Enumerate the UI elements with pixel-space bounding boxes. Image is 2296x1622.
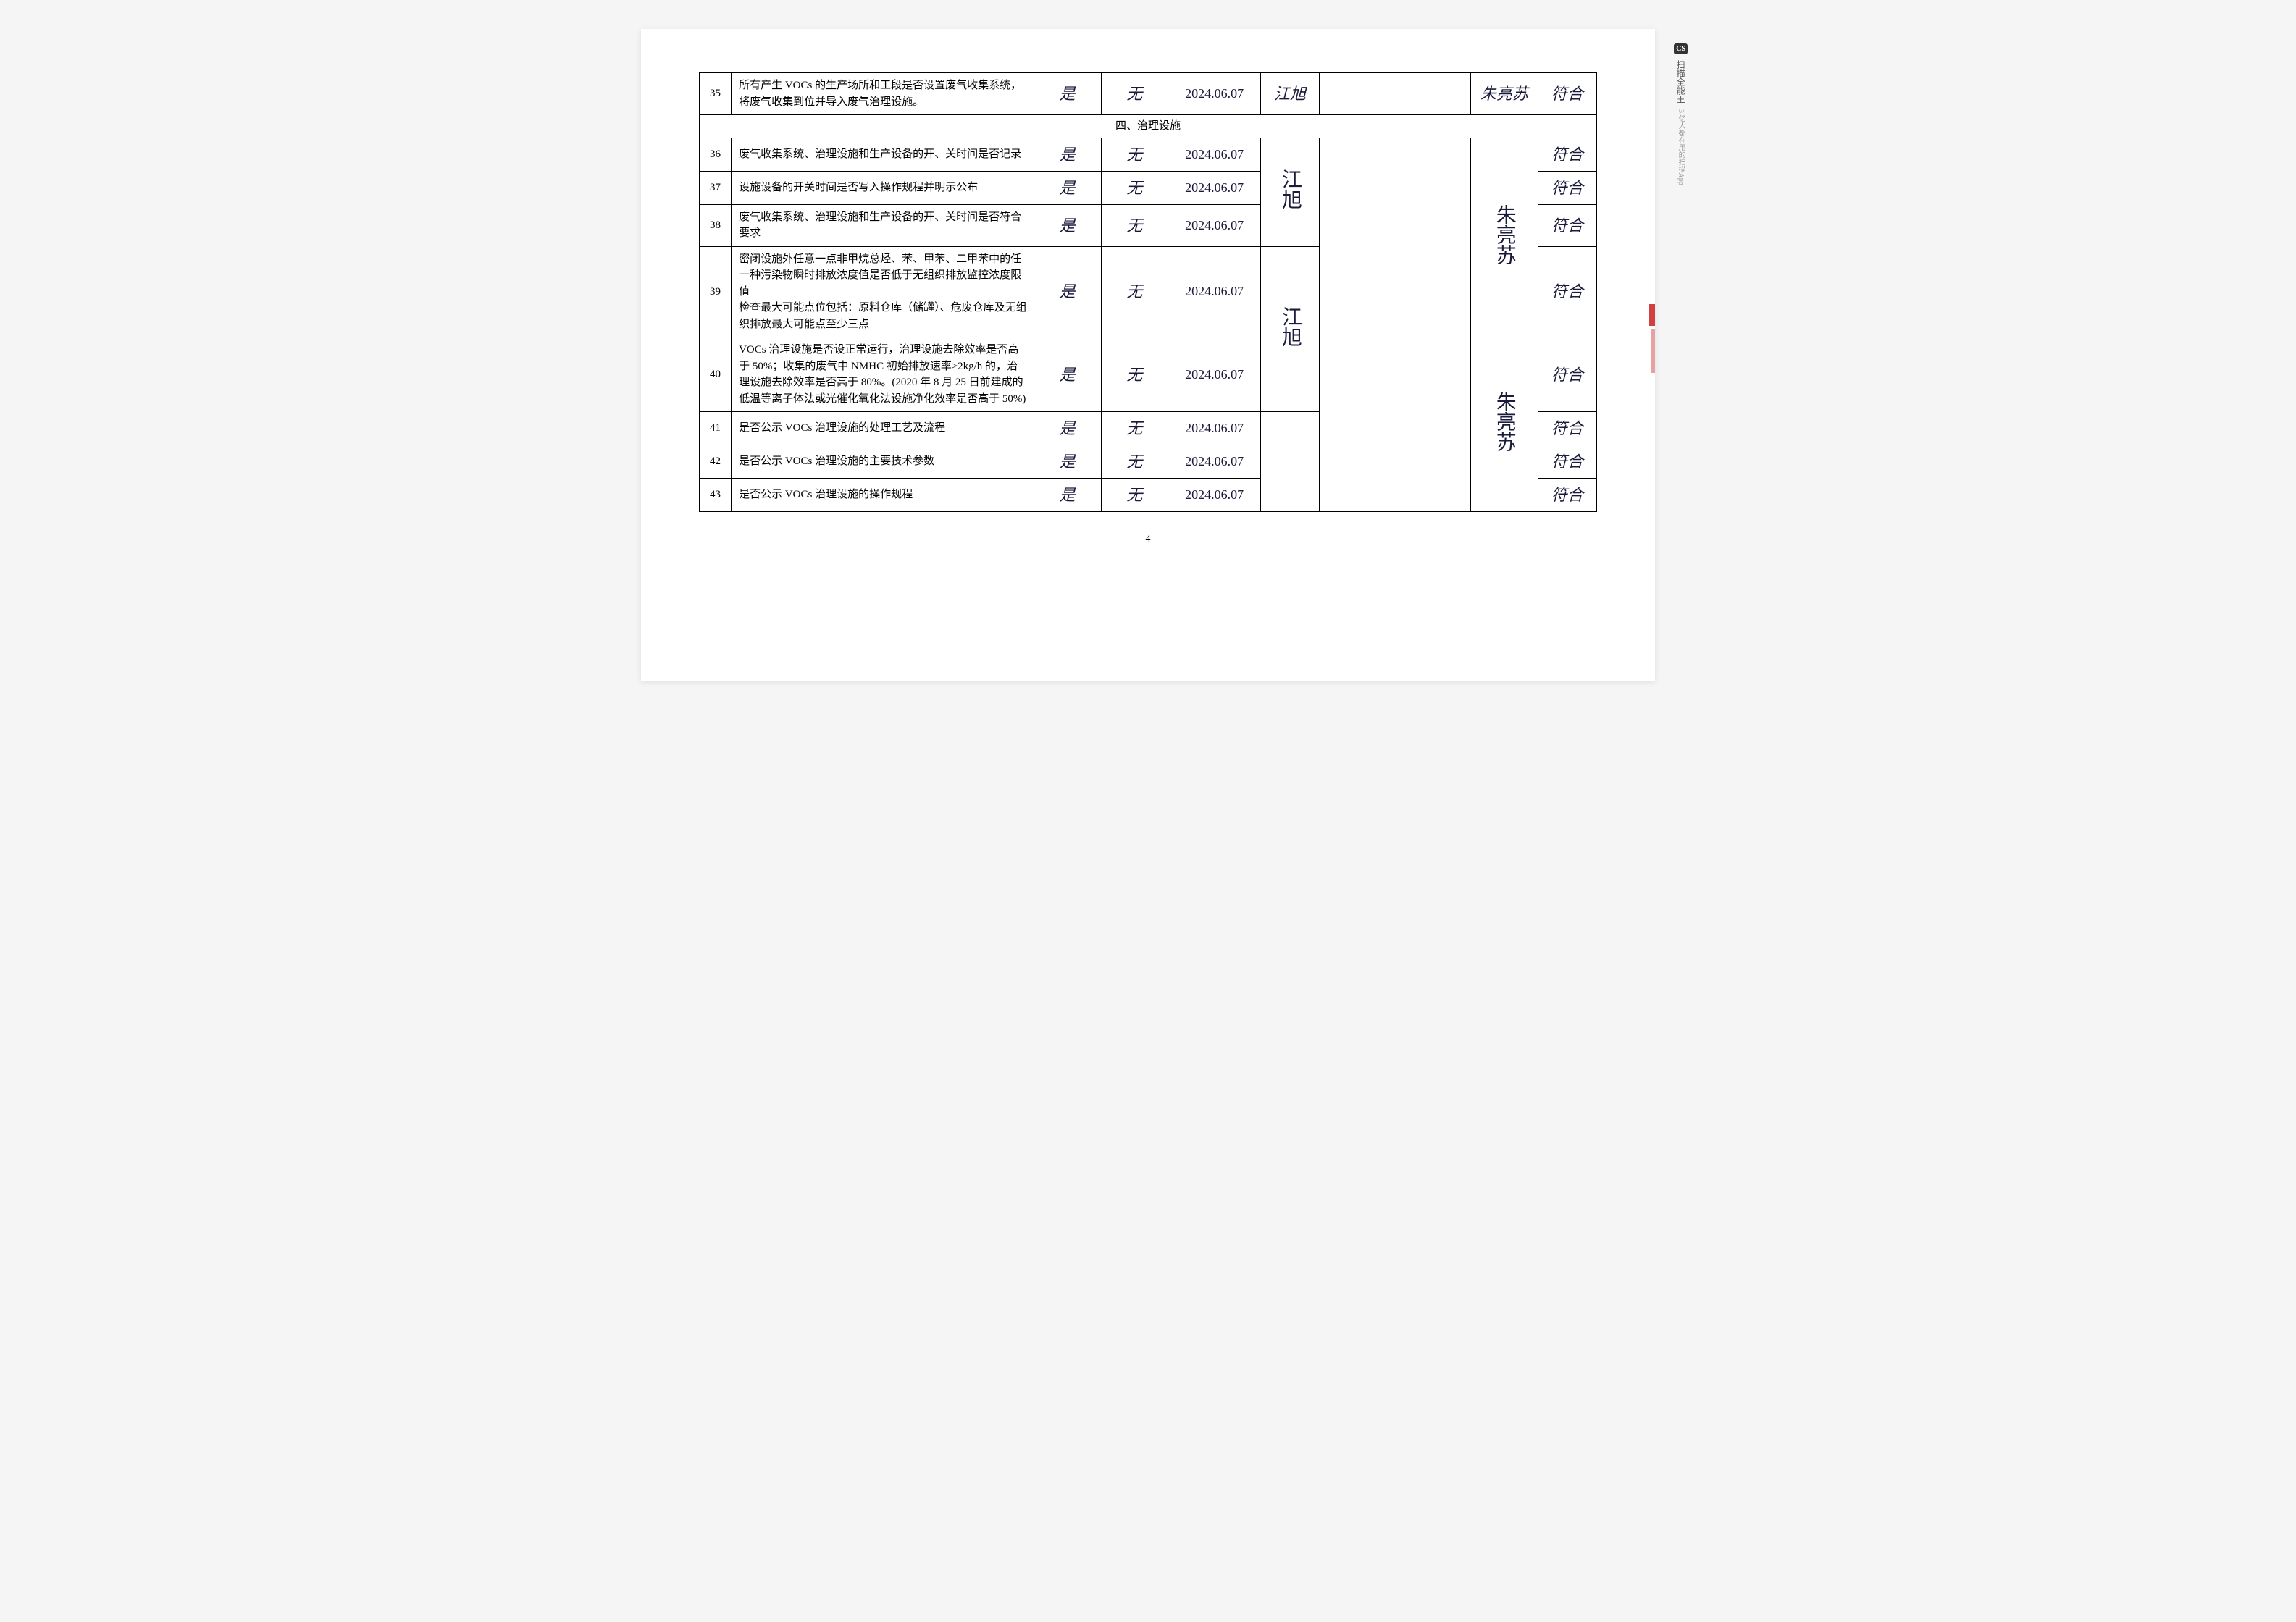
- row-number: 40: [700, 337, 732, 412]
- signature-1: 江旭: [1280, 169, 1300, 209]
- red-edge-mark-2: [1651, 329, 1655, 373]
- check-value: 是: [1060, 486, 1076, 504]
- row-number: 36: [700, 138, 732, 171]
- row-description: 是否公示 VOCs 治理设施的处理工艺及流程: [732, 412, 1034, 445]
- result-value: 无: [1126, 179, 1142, 197]
- final-value: 符合: [1551, 453, 1583, 471]
- row-description: 密闭设施外任意一点非甲烷总烃、苯、甲苯、二甲苯中的任一种污染物瞬时排放浓度值是否…: [732, 246, 1034, 337]
- red-edge-mark: [1649, 304, 1655, 326]
- row-number: 42: [700, 445, 732, 479]
- watermark-logo: CS: [1674, 43, 1688, 54]
- row-description: 是否公示 VOCs 治理设施的主要技术参数: [732, 445, 1034, 479]
- row-description: 所有产生 VOCs 的生产场所和工段是否设置废气收集系统，将废气收集到位并导入废…: [732, 73, 1034, 115]
- result-value: 无: [1126, 419, 1142, 437]
- check-value: 是: [1060, 366, 1076, 384]
- blank-cell: [1320, 138, 1370, 337]
- row-number: 39: [700, 246, 732, 337]
- blank-cell: [1370, 337, 1420, 512]
- date-value: 2024.06.07: [1185, 180, 1244, 195]
- section-title: 四、治理设施: [700, 115, 1597, 138]
- check-value: 是: [1060, 282, 1076, 301]
- row-description: 废气收集系统、治理设施和生产设备的开、关时间是否记录: [732, 138, 1034, 171]
- row-number: 38: [700, 204, 732, 246]
- result-value: 无: [1126, 217, 1142, 235]
- row-number: 41: [700, 412, 732, 445]
- blank-cell: [1420, 337, 1471, 512]
- blank-cell: [1370, 138, 1420, 337]
- page-number: 4: [699, 534, 1597, 545]
- final-value: 符合: [1551, 486, 1583, 504]
- row-number: 35: [700, 73, 732, 115]
- document-page: 35 所有产生 VOCs 的生产场所和工段是否设置废气收集系统，将废气收集到位并…: [641, 29, 1655, 681]
- final-value: 符合: [1551, 282, 1583, 301]
- date-value: 2024.06.07: [1185, 147, 1244, 161]
- row-description: 废气收集系统、治理设施和生产设备的开、关时间是否符合要求: [732, 204, 1034, 246]
- check-value: 是: [1060, 85, 1076, 103]
- row-number: 37: [700, 171, 732, 204]
- final-value: 符合: [1551, 366, 1583, 384]
- watermark-subtitle: 3 亿人都在用的扫描App: [1675, 109, 1686, 185]
- final-value: 符合: [1551, 146, 1583, 164]
- signature-1: 江旭: [1280, 306, 1300, 347]
- table-row: 36 废气收集系统、治理设施和生产设备的开、关时间是否记录 是 无 2024.0…: [700, 138, 1597, 171]
- table-row: 35 所有产生 VOCs 的生产场所和工段是否设置废气收集系统，将废气收集到位并…: [700, 73, 1597, 115]
- date-value: 2024.06.07: [1185, 284, 1244, 298]
- final-value: 符合: [1551, 179, 1583, 197]
- row-description: 设施设备的开关时间是否写入操作规程并明示公布: [732, 171, 1034, 204]
- watermark-title: 扫描全能王: [1675, 60, 1687, 104]
- signature-2: 朱亮苏: [1480, 85, 1528, 103]
- check-value: 是: [1060, 179, 1076, 197]
- date-value: 2024.06.07: [1185, 421, 1244, 435]
- date-value: 2024.06.07: [1185, 487, 1244, 502]
- result-value: 无: [1126, 453, 1142, 471]
- date-value: 2024.06.07: [1185, 218, 1244, 232]
- signature-2: 朱亮苏: [1494, 204, 1514, 265]
- signature-1: 江旭: [1274, 85, 1306, 103]
- signature-2: 朱亮苏: [1494, 391, 1514, 452]
- result-value: 无: [1126, 85, 1142, 103]
- check-value: 是: [1060, 146, 1076, 164]
- result-value: 无: [1126, 282, 1142, 301]
- result-value: 无: [1126, 146, 1142, 164]
- date-value: 2024.06.07: [1185, 367, 1244, 382]
- table-row: 40 VOCs 治理设施是否设正常运行，治理设施去除效率是否高于 50%；收集的…: [700, 337, 1597, 412]
- row-description: VOCs 治理设施是否设正常运行，治理设施去除效率是否高于 50%；收集的废气中…: [732, 337, 1034, 412]
- result-value: 无: [1126, 366, 1142, 384]
- final-value: 符合: [1551, 85, 1583, 103]
- row-number: 43: [700, 479, 732, 512]
- section-header-row: 四、治理设施: [700, 115, 1597, 138]
- blank-cell: [1320, 337, 1370, 512]
- blank-sign-cell: [1260, 412, 1319, 512]
- final-value: 符合: [1551, 419, 1583, 437]
- inspection-table: 35 所有产生 VOCs 的生产场所和工段是否设置废气收集系统，将废气收集到位并…: [699, 72, 1597, 512]
- blank-cell: [1420, 138, 1471, 337]
- blank-cell: [1420, 73, 1471, 115]
- check-value: 是: [1060, 217, 1076, 235]
- date-value: 2024.06.07: [1185, 86, 1244, 101]
- blank-cell: [1370, 73, 1420, 115]
- check-value: 是: [1060, 453, 1076, 471]
- result-value: 无: [1126, 486, 1142, 504]
- row-description: 是否公示 VOCs 治理设施的操作规程: [732, 479, 1034, 512]
- blank-cell: [1320, 73, 1370, 115]
- app-watermark: CS 扫描全能王 3 亿人都在用的扫描App: [1674, 43, 1688, 185]
- final-value: 符合: [1551, 217, 1583, 235]
- date-value: 2024.06.07: [1185, 454, 1244, 468]
- check-value: 是: [1060, 419, 1076, 437]
